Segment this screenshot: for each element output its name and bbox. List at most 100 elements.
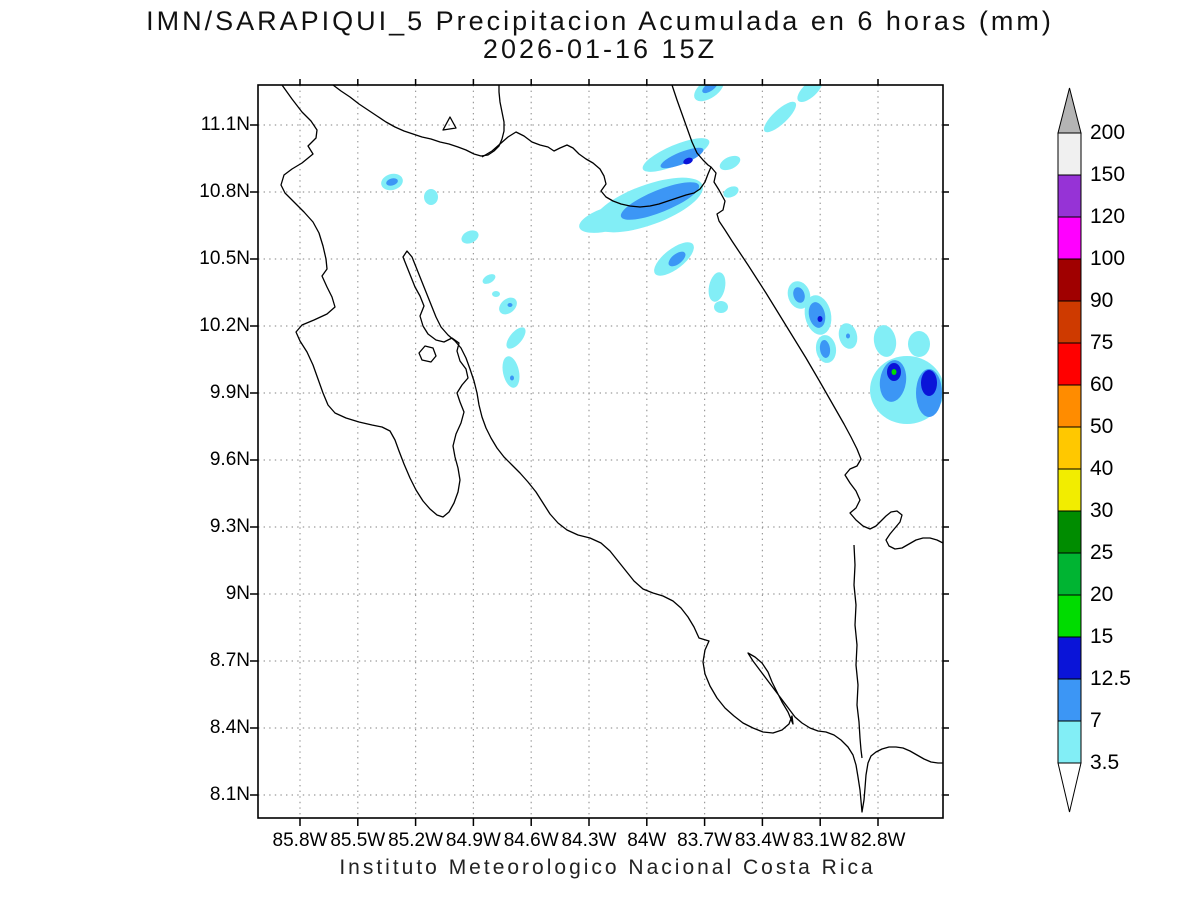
precip-cell-7mm: [620, 182, 700, 220]
colorbar-tick-label: 120: [1090, 205, 1126, 228]
colorbar-tick-label: 60: [1090, 373, 1114, 396]
chira-island-outline: [418, 345, 437, 363]
lat-tick-label: 9.9N: [209, 382, 250, 403]
colorbar-segment: [1057, 384, 1082, 428]
plot-title: IMN/SARAPIQUI_5 Precipitacion Acumulada …: [146, 6, 1054, 36]
colorbar-tick-label: 30: [1090, 499, 1114, 522]
lat-tick-label: 10.5N: [199, 248, 250, 269]
precip-cell-7mm: [660, 147, 704, 169]
lon-tick-label: 82.8W: [850, 830, 906, 851]
panama-border-line: [853, 544, 863, 759]
coastline-layer: [280, 85, 943, 813]
plot-subtitle-datetime: 2026-01-16 15Z: [482, 34, 718, 64]
colorbar: [1057, 87, 1082, 813]
axis-tick-marks: [250, 79, 949, 826]
precip-cell-3.5mm: [461, 230, 479, 244]
colorbar-segment: [1057, 468, 1082, 512]
precip-cell-3.5mm: [797, 85, 823, 103]
nicaragua-border-line: [481, 131, 712, 208]
pacific-coastline: [280, 85, 943, 813]
lon-tick-label: 83.4W: [734, 830, 790, 851]
lon-tick-label: 84.6W: [503, 830, 559, 851]
colorbar-tick-label: 12.5: [1090, 667, 1131, 690]
colorbar-segment: [1057, 510, 1082, 554]
colorbar-tick-label: 40: [1090, 457, 1114, 480]
lon-tick-label: 85.8W: [272, 830, 328, 851]
colorbar-tick-label: 3.5: [1090, 751, 1120, 774]
lon-tick-label: 83.7W: [677, 830, 733, 851]
precip-cell-3.5mm: [492, 291, 500, 297]
precip-cell-15mm: [891, 369, 897, 375]
plot-border: [257, 84, 944, 819]
precip-cell-12.5mm: [921, 370, 937, 396]
colorbar-segment: [1057, 216, 1082, 260]
lat-tick-label: 8.1N: [209, 784, 250, 805]
precip-cell-7mm: [668, 251, 686, 267]
lake-nicaragua-outline: [332, 85, 505, 157]
lon-tick-label: 85.5W: [330, 830, 386, 851]
lat-tick-label: 10.8N: [199, 181, 250, 202]
colorbar-tick-label: 90: [1090, 289, 1114, 312]
precip-cell-3.5mm: [506, 327, 526, 349]
lat-tick-label: 10.2N: [199, 315, 250, 336]
colorbar-segment: [1057, 258, 1082, 302]
precip-cell-3.5mm: [908, 331, 930, 357]
lon-tick-label: 84.9W: [445, 830, 501, 851]
lon-tick-label: 84W: [627, 830, 667, 851]
colorbar-segment: [1057, 552, 1082, 596]
lon-tick-label: 85.2W: [388, 830, 444, 851]
precip-cell-12.5mm: [683, 157, 693, 165]
colorbar-segment: [1057, 720, 1082, 764]
precip-cell-7mm: [793, 287, 805, 303]
colorbar-tick-label: 200: [1090, 121, 1126, 144]
lat-tick-label: 9.6N: [209, 449, 250, 470]
colorbar-segment: [1057, 342, 1082, 386]
precip-cell-3.5mm: [502, 356, 520, 388]
lon-tick-label: 84.3W: [561, 830, 617, 851]
colorbar-segment: [1057, 636, 1082, 680]
colorbar-segment: [1057, 426, 1082, 470]
lon-tick-label: 83.1W: [792, 830, 848, 851]
precip-cell-7mm: [507, 303, 513, 307]
precip-cell-3.5mm: [714, 301, 728, 313]
precipitation-shaded-cells: [381, 85, 943, 424]
precip-cell-3.5mm: [723, 186, 739, 198]
precip-cell-7mm: [386, 178, 398, 186]
colorbar-tick-label: 100: [1090, 247, 1126, 270]
colorbar-segment: [1057, 174, 1082, 218]
precip-cell-3.5mm: [482, 274, 496, 284]
precip-cell-12.5mm: [817, 316, 823, 322]
precip-cell-7mm: [846, 333, 850, 339]
precip-cell-3.5mm: [424, 189, 438, 205]
colorbar-tick-label: 150: [1090, 163, 1126, 186]
footer-caption: Instituto Meteorologico Nacional Costa R…: [339, 856, 876, 879]
precip-cell-7mm: [702, 85, 718, 94]
colorbar-tick-label: 7: [1090, 709, 1102, 732]
lat-tick-label: 11.1N: [200, 114, 250, 135]
precip-cell-3.5mm: [873, 325, 897, 357]
colorbar-arrow-top: [1057, 87, 1082, 134]
colorbar-segment: [1057, 132, 1082, 176]
precip-cell-3.5mm: [708, 272, 726, 302]
colorbar-tick-label: 25: [1090, 541, 1114, 564]
lat-tick-label: 9.3N: [209, 516, 250, 537]
graticule-gridlines: [258, 85, 943, 818]
colorbar-arrow-bottom: [1057, 762, 1082, 813]
lake-island-outline: [442, 116, 457, 131]
colorbar-tick-label: 20: [1090, 583, 1114, 606]
colorbar-tick-label: 75: [1090, 331, 1114, 354]
colorbar-segment: [1057, 594, 1082, 638]
lat-tick-label: 8.4N: [209, 717, 250, 738]
colorbar-tick-label: 15: [1090, 625, 1114, 648]
precip-cell-3.5mm: [719, 155, 741, 171]
colorbar-segment: [1057, 300, 1082, 344]
precip-cell-7mm: [510, 375, 514, 381]
precip-cell-3.5mm: [763, 101, 797, 133]
colorbar-tick-label: 50: [1090, 415, 1114, 438]
caribbean-coastline: [671, 85, 943, 550]
colorbar-segment: [1057, 678, 1082, 722]
lat-tick-label: 8.7N: [209, 650, 250, 671]
lat-tick-label: 9N: [225, 583, 250, 604]
